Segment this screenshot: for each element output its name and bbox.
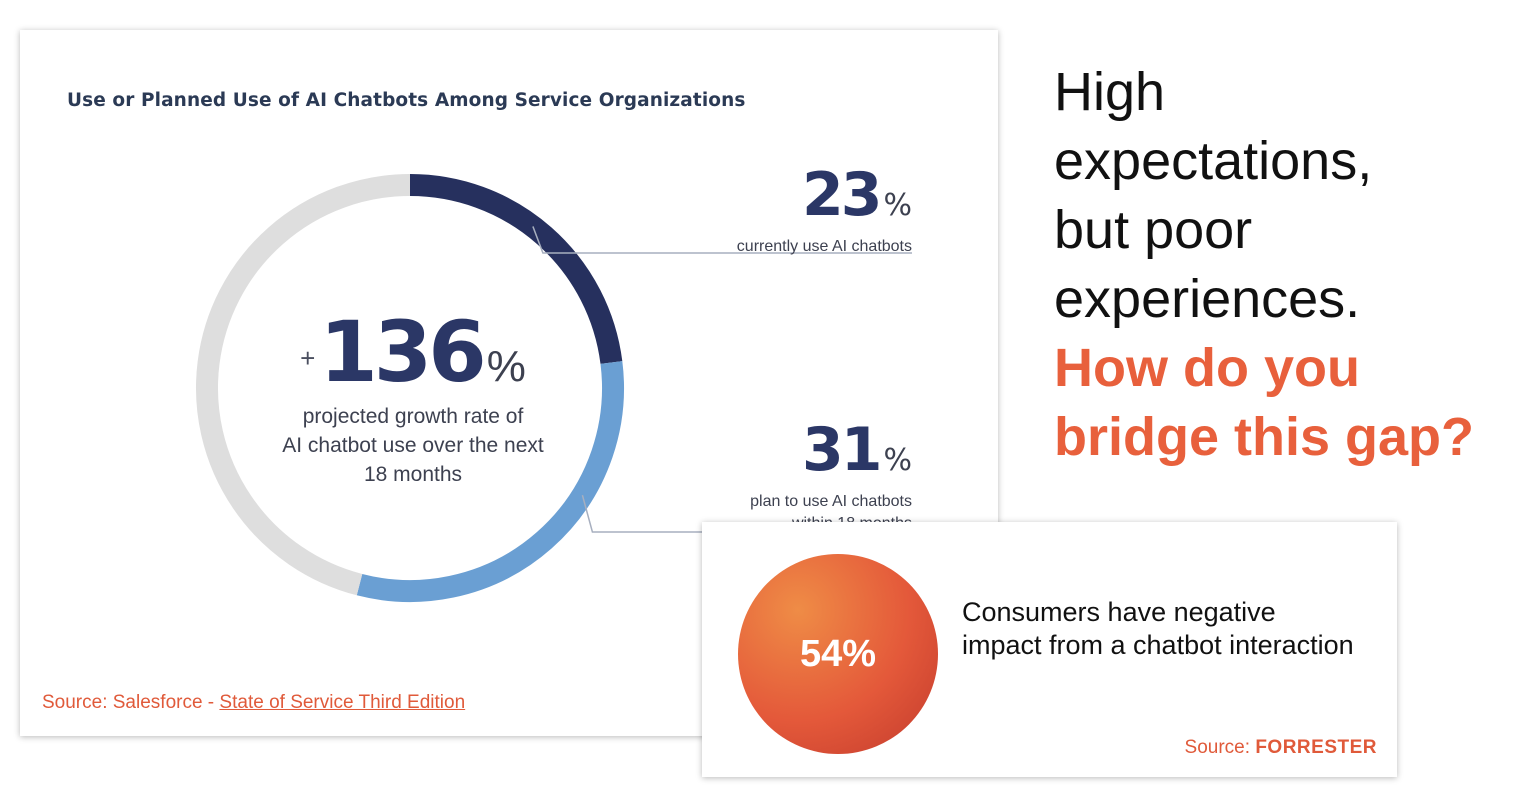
impact-card: 54% Consumers have negative impact from … bbox=[702, 522, 1397, 777]
headline: High expectations, but poor experiences.… bbox=[1054, 58, 1514, 472]
donut-chart bbox=[196, 174, 912, 602]
impact-circle: 54% bbox=[738, 554, 938, 754]
source-brand: FORRESTER bbox=[1255, 737, 1377, 758]
growth-value: 136 bbox=[319, 303, 486, 401]
headline-line: but poor bbox=[1054, 200, 1253, 260]
headline-accent: How do you bridge this gap? bbox=[1054, 334, 1514, 472]
callout-unit: % bbox=[883, 443, 912, 478]
headline-line: How do you bbox=[1054, 338, 1360, 398]
growth-description: projected growth rate of AI chatbot use … bbox=[208, 402, 618, 489]
headline-line: experiences. bbox=[1054, 269, 1361, 329]
headline-dark: High expectations, but poor experiences. bbox=[1054, 58, 1514, 334]
impact-value: 54% bbox=[799, 632, 877, 675]
source-prefix: Source: bbox=[1184, 737, 1256, 758]
donut-center-label: +136% projected growth rate of AI chatbo… bbox=[208, 306, 618, 489]
chart-card: Use or Planned Use of AI Chatbots Among … bbox=[20, 30, 998, 736]
callout-planned-use: 31% plan to use AI chatbots within 18 mo… bbox=[750, 420, 912, 535]
headline-line: High bbox=[1054, 62, 1166, 122]
callout-value: 23 bbox=[801, 160, 882, 230]
growth-description-line: projected growth rate of bbox=[302, 405, 524, 428]
growth-description-line: 18 months bbox=[363, 463, 463, 486]
callout-value: 31 bbox=[801, 415, 882, 485]
callout-label: plan to use AI chatbots bbox=[750, 493, 912, 510]
growth-description-line: AI chatbot use over the next bbox=[282, 434, 544, 457]
donut-segment-1 bbox=[409, 174, 623, 364]
source-link[interactable]: State of Service Third Edition bbox=[219, 692, 466, 713]
leader-line-current bbox=[532, 226, 912, 254]
donut-segment-3 bbox=[196, 174, 411, 596]
callout-current-use: 23% currently use AI chatbots bbox=[737, 165, 912, 258]
growth-prefix: + bbox=[300, 343, 316, 373]
source-salesforce: Source: Salesforce - State of Service Th… bbox=[42, 692, 465, 714]
growth-unit: % bbox=[486, 342, 526, 391]
callout-label: currently use AI chatbots bbox=[736, 238, 912, 255]
chart-title: Use or Planned Use of AI Chatbots Among … bbox=[67, 90, 746, 111]
impact-text: Consumers have negative impact from a ch… bbox=[962, 597, 1354, 660]
headline-line: bridge this gap? bbox=[1054, 407, 1475, 467]
donut-segment-2 bbox=[356, 361, 624, 602]
headline-line: expectations, bbox=[1054, 131, 1373, 191]
callout-unit: % bbox=[883, 188, 912, 223]
source-forrester: Source: FORRESTER bbox=[1185, 737, 1377, 759]
source-prefix: Source: Salesforce - bbox=[42, 692, 220, 713]
